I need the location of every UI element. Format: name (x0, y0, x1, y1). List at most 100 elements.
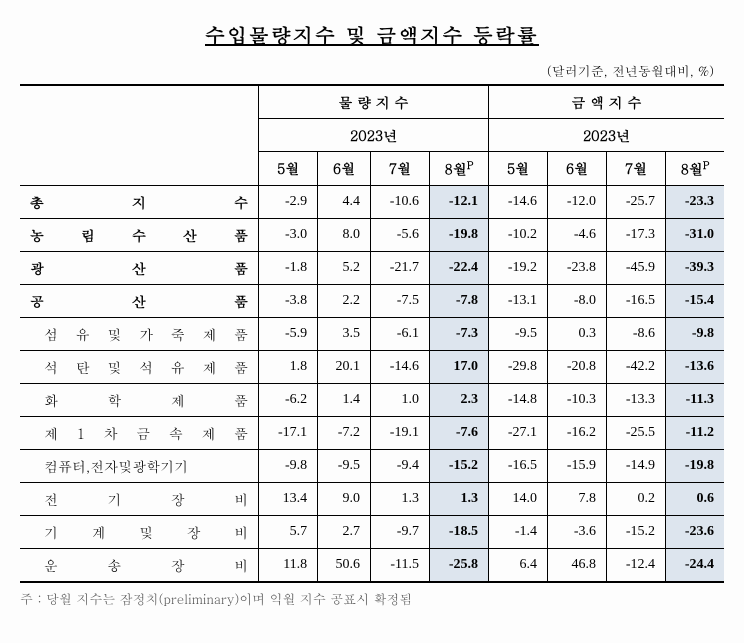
cell-value: -42.2 (607, 350, 666, 383)
cell-value: -1.4 (488, 515, 547, 548)
cell-value: -2.9 (259, 185, 318, 218)
header-month: 7월 (607, 152, 666, 186)
cell-value: -11.3 (666, 383, 724, 416)
row-label: 석 탄 및 석 유 제 품 (20, 350, 259, 383)
cell-value: 0.3 (548, 317, 607, 350)
cell-value: -39.3 (666, 251, 724, 284)
cell-value: -17.1 (259, 416, 318, 449)
cell-value: 13.4 (259, 482, 318, 515)
cell-value: 2.7 (318, 515, 371, 548)
cell-value: -7.8 (429, 284, 488, 317)
cell-value: -23.6 (666, 515, 724, 548)
header-month: 7월 (370, 152, 429, 186)
page-title: 수입물량지수 및 금액지수 등락률 (20, 20, 724, 49)
cell-value: -19.1 (370, 416, 429, 449)
cell-value: 17.0 (429, 350, 488, 383)
cell-value: -9.5 (488, 317, 547, 350)
cell-value: 3.5 (318, 317, 371, 350)
cell-value: -7.2 (318, 416, 371, 449)
cell-value: -14.6 (370, 350, 429, 383)
cell-value: -5.9 (259, 317, 318, 350)
row-label: 섬 유 및 가 죽 제 품 (20, 317, 259, 350)
cell-value: -13.6 (666, 350, 724, 383)
cell-value: -19.2 (488, 251, 547, 284)
cell-value: -3.6 (548, 515, 607, 548)
cell-value: -12.4 (607, 548, 666, 582)
cell-value: -12.0 (548, 185, 607, 218)
cell-value: -11.2 (666, 416, 724, 449)
header-month: 8월P (429, 152, 488, 186)
cell-value: 5.2 (318, 251, 371, 284)
cell-value: -17.3 (607, 218, 666, 251)
cell-value: -29.8 (488, 350, 547, 383)
header-year-2: 2023년 (488, 119, 724, 152)
cell-value: 8.0 (318, 218, 371, 251)
cell-value: -10.6 (370, 185, 429, 218)
cell-value: -15.9 (548, 449, 607, 482)
cell-value: 1.4 (318, 383, 371, 416)
data-table: 물 량 지 수 금 액 지 수 2023년 2023년 5월 6월 7월 8월P… (20, 84, 724, 583)
cell-value: -15.4 (666, 284, 724, 317)
footnote: 주 : 당월 지수는 잠정치(preliminary)이며 익월 지수 공표시 … (20, 589, 724, 608)
cell-value: -9.7 (370, 515, 429, 548)
cell-value: 14.0 (488, 482, 547, 515)
cell-value: 50.6 (318, 548, 371, 582)
table-row: 전 기 장 비13.49.01.31.314.07.80.20.6 (20, 482, 724, 515)
cell-value: -13.3 (607, 383, 666, 416)
cell-value: -23.3 (666, 185, 724, 218)
table-row: 총 지 수-2.94.4-10.6-12.1-14.6-12.0-25.7-23… (20, 185, 724, 218)
header-month: 5월 (259, 152, 318, 186)
cell-value: -25.8 (429, 548, 488, 582)
cell-value: -14.6 (488, 185, 547, 218)
cell-value: 7.8 (548, 482, 607, 515)
cell-value: -21.7 (370, 251, 429, 284)
row-label: 운 송 장 비 (20, 548, 259, 582)
cell-value: -10.2 (488, 218, 547, 251)
cell-value: 46.8 (548, 548, 607, 582)
row-label: 제 1 차 금 속 제 품 (20, 416, 259, 449)
cell-value: -6.1 (370, 317, 429, 350)
cell-value: -13.1 (488, 284, 547, 317)
cell-value: 6.4 (488, 548, 547, 582)
table-row: 농 림 수 산 품-3.08.0-5.6-19.8-10.2-4.6-17.3-… (20, 218, 724, 251)
cell-value: -9.8 (259, 449, 318, 482)
header-year-1: 2023년 (259, 119, 489, 152)
cell-value: -16.2 (548, 416, 607, 449)
unit-note: (달러기준, 전년동월대비, %) (20, 61, 724, 80)
cell-value: 0.6 (666, 482, 724, 515)
table-row: 공 산 품-3.82.2-7.5-7.8-13.1-8.0-16.5-15.4 (20, 284, 724, 317)
cell-value: -9.5 (318, 449, 371, 482)
cell-value: -20.8 (548, 350, 607, 383)
cell-value: -15.2 (607, 515, 666, 548)
cell-value: -22.4 (429, 251, 488, 284)
cell-value: -25.5 (607, 416, 666, 449)
row-label: 총 지 수 (20, 185, 259, 218)
header-amount-index: 금 액 지 수 (488, 85, 724, 119)
cell-value: -11.5 (370, 548, 429, 582)
table-row: 기 계 및 장 비5.72.7-9.7-18.5-1.4-3.6-15.2-23… (20, 515, 724, 548)
cell-value: 20.1 (318, 350, 371, 383)
cell-value: 2.3 (429, 383, 488, 416)
table-row: 광 산 품-1.85.2-21.7-22.4-19.2-23.8-45.9-39… (20, 251, 724, 284)
table-row: 제 1 차 금 속 제 품-17.1-7.2-19.1-7.6-27.1-16.… (20, 416, 724, 449)
cell-value: -4.6 (548, 218, 607, 251)
cell-value: 5.7 (259, 515, 318, 548)
cell-value: -14.9 (607, 449, 666, 482)
cell-value: 9.0 (318, 482, 371, 515)
cell-value: 0.2 (607, 482, 666, 515)
cell-value: -10.3 (548, 383, 607, 416)
cell-value: -16.5 (488, 449, 547, 482)
cell-value: -45.9 (607, 251, 666, 284)
cell-value: -19.8 (666, 449, 724, 482)
cell-value: 1.0 (370, 383, 429, 416)
cell-value: -7.3 (429, 317, 488, 350)
row-label: 전 기 장 비 (20, 482, 259, 515)
cell-value: -7.6 (429, 416, 488, 449)
table-row: 석 탄 및 석 유 제 품1.820.1-14.617.0-29.8-20.8-… (20, 350, 724, 383)
cell-value: -15.2 (429, 449, 488, 482)
header-month: 6월 (318, 152, 371, 186)
cell-value: -16.5 (607, 284, 666, 317)
cell-value: -27.1 (488, 416, 547, 449)
cell-value: 1.3 (429, 482, 488, 515)
cell-value: -23.8 (548, 251, 607, 284)
